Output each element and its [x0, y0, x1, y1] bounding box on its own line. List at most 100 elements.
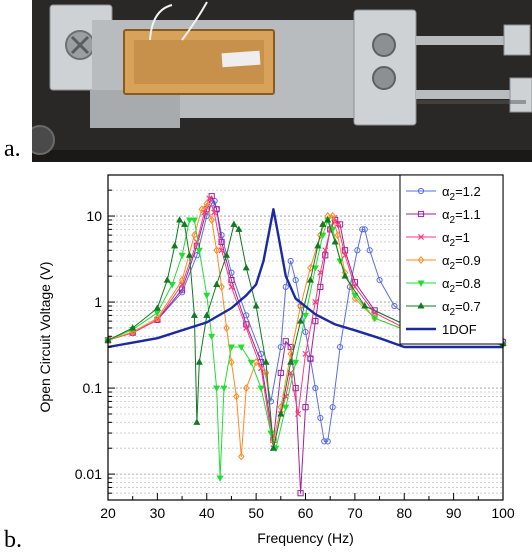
x-tick-label: 50 [248, 505, 264, 521]
series-point [243, 324, 250, 331]
series-point [185, 251, 193, 258]
legend-item-2: α2=1 [406, 230, 470, 249]
series-point [329, 404, 336, 411]
panel-label-a: a. [4, 136, 21, 162]
series-point [242, 264, 250, 271]
beam-shadow [416, 100, 526, 104]
chart-legend: α2=1.2 α2=1.1 α2=1 α2=0.9 α2=0.8 α2=0.7 1DOF [399, 174, 504, 345]
tip-mass-lower [509, 77, 532, 113]
series-point [191, 231, 198, 240]
series-point [287, 349, 294, 358]
legend-item-3: α2=0.9 [406, 253, 481, 272]
series-point [287, 358, 295, 365]
x-tick-label: 60 [298, 505, 314, 521]
series-point [287, 257, 294, 265]
series-point [269, 444, 277, 451]
series-point [319, 232, 327, 239]
series-point [213, 280, 221, 288]
series-point [329, 212, 336, 221]
series-point [233, 392, 240, 401]
series-point [262, 368, 270, 377]
series-point [322, 247, 329, 254]
series-point [203, 292, 211, 300]
series-point [324, 216, 332, 223]
series-point [282, 338, 289, 345]
series-point [312, 318, 319, 325]
series-point [213, 206, 220, 213]
series-point [361, 302, 369, 309]
series-point [247, 359, 255, 367]
series-point [220, 385, 228, 392]
series-point [334, 231, 341, 240]
series-point [129, 327, 136, 336]
series-point [203, 311, 211, 318]
series-point [213, 385, 221, 392]
series-point [252, 358, 260, 367]
series-point [287, 343, 294, 351]
series-point [178, 286, 186, 293]
series-point [317, 269, 324, 276]
legend-item-6: 1DOF [406, 322, 477, 337]
series-point [235, 225, 243, 232]
x-tick-label: 100 [491, 505, 515, 521]
series-point [218, 238, 225, 246]
legend-label: α2=1.1 [442, 207, 481, 226]
series-point [359, 226, 366, 233]
series-point [292, 277, 299, 284]
beam-base-plate [90, 90, 180, 128]
x-tick-label: 70 [347, 505, 363, 521]
series-point [282, 283, 289, 291]
legend-swatch-marker [417, 256, 425, 264]
legend-label: 1DOF [442, 322, 477, 337]
legend-item-5: α2=0.7 [406, 299, 481, 318]
series-point [314, 242, 322, 249]
legend-swatch-marker [417, 210, 425, 218]
series-point [351, 279, 358, 286]
series-point [351, 292, 359, 300]
series-point [292, 359, 300, 367]
series-point [297, 490, 304, 497]
series-point [230, 220, 238, 227]
series-point [331, 238, 339, 245]
series-point [302, 328, 309, 335]
legend-swatch-marker [417, 187, 425, 195]
legend-swatch-marker [417, 302, 425, 309]
series-point [228, 277, 235, 284]
series-point [297, 317, 305, 324]
legend-item-1: α2=1.1 [406, 207, 481, 226]
legend-label: α2=0.7 [442, 299, 481, 318]
series-point [237, 344, 245, 351]
series-line-2 [107, 198, 504, 449]
series-point [195, 247, 203, 255]
series-point [341, 247, 349, 254]
series-point [307, 263, 314, 272]
series-point [354, 247, 361, 254]
series-point [267, 398, 275, 405]
series-point [168, 282, 176, 289]
series-line-0 [107, 200, 504, 442]
legend-label: α2=0.8 [442, 276, 481, 295]
legend-item-4: α2=0.8 [406, 276, 481, 295]
series-point [222, 251, 231, 258]
beam-upper-tip [416, 36, 516, 45]
series-point [218, 247, 225, 254]
photo-bench-edge [32, 150, 532, 162]
series-point [312, 299, 319, 306]
series-point [181, 220, 189, 227]
y-tick-label: 10 [86, 208, 102, 224]
panel-label-b: b. [4, 527, 22, 553]
series-point [154, 314, 161, 323]
series-point [302, 404, 309, 411]
series-point [211, 209, 218, 216]
series-point [391, 302, 398, 310]
series-point [227, 344, 235, 351]
series-point [193, 418, 201, 425]
series-point [371, 315, 379, 322]
series-point [213, 246, 220, 255]
legend-label: α2=1 [442, 230, 470, 249]
y-tick-label: 0.1 [83, 380, 103, 396]
mid-clamp-screw-top-icon [372, 33, 396, 57]
device-photo [32, 0, 532, 162]
series-point [334, 221, 341, 228]
x-tick-label: 20 [100, 505, 116, 521]
